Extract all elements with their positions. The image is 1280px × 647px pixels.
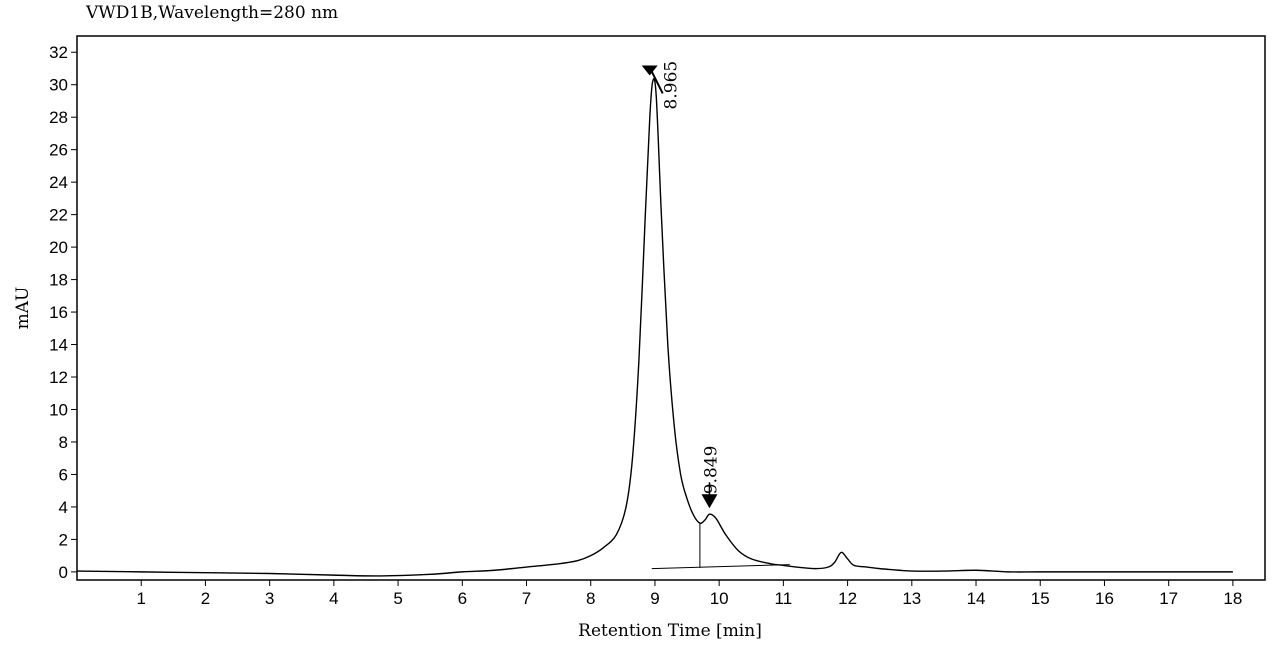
peak-marker-line [648, 67, 664, 94]
x-tick-label: 11 [775, 589, 793, 608]
x-tick-label: 13 [902, 589, 921, 608]
peak-label: 8.965 [662, 61, 682, 110]
y-tick-label: 30 [49, 76, 68, 95]
x-tick-label: 16 [1095, 589, 1114, 608]
y-tick-label: 10 [49, 400, 68, 419]
plot-frame [76, 35, 1266, 581]
y-tick-label: 8 [59, 433, 68, 452]
x-axis-ticks: 1 2 3 4 5 6 7 8 9 10 11 12 13 14 15 16 17 18 [136, 580, 1242, 608]
x-tick-label: 2 [201, 589, 210, 608]
y-tick-label: 28 [49, 108, 68, 127]
peak-label: 9.849 [701, 446, 721, 495]
x-tick-label: 9 [650, 589, 659, 608]
peak-marker [641, 65, 658, 76]
y-tick-label: 2 [59, 530, 68, 549]
x-tick-label: 7 [522, 589, 531, 608]
y-tick-label: 0 [59, 563, 68, 582]
x-tick-label: 12 [838, 589, 857, 608]
chart-title: VWD1B,Wavelength=280 nm [86, 3, 339, 23]
x-tick-label: 5 [393, 589, 402, 608]
x-tick-label: 18 [1223, 589, 1242, 608]
x-tick-label: 3 [265, 589, 274, 608]
x-tick-label: 10 [710, 589, 729, 608]
y-tick-label: 4 [59, 498, 68, 517]
peak-marker [701, 494, 718, 509]
y-tick-label: 18 [49, 271, 68, 290]
y-tick-label: 24 [49, 173, 68, 192]
x-tick-label: 15 [1031, 589, 1050, 608]
plot-area: 8.965 9.849 [76, 61, 1233, 577]
y-tick-label: 22 [49, 206, 68, 225]
x-tick-label: 6 [458, 589, 467, 608]
x-tick-label: 17 [1159, 589, 1178, 608]
y-axis-label: mAU [13, 287, 33, 330]
y-tick-label: 6 [59, 465, 68, 484]
x-tick-label: 14 [967, 589, 986, 608]
x-axis-label: Retention Time [min] [578, 621, 762, 641]
y-tick-label: 20 [49, 238, 68, 257]
integration-baseline [651, 564, 790, 570]
y-tick-label: 26 [49, 141, 68, 160]
x-tick-label: 4 [329, 589, 338, 608]
y-tick-label: 14 [49, 336, 68, 355]
chromatogram-trace [76, 77, 1233, 577]
y-tick-label: 32 [49, 43, 68, 62]
x-tick-label: 1 [136, 589, 145, 608]
y-tick-label: 12 [49, 368, 68, 387]
y-tick-label: 16 [49, 303, 68, 322]
x-tick-label: 8 [586, 589, 595, 608]
